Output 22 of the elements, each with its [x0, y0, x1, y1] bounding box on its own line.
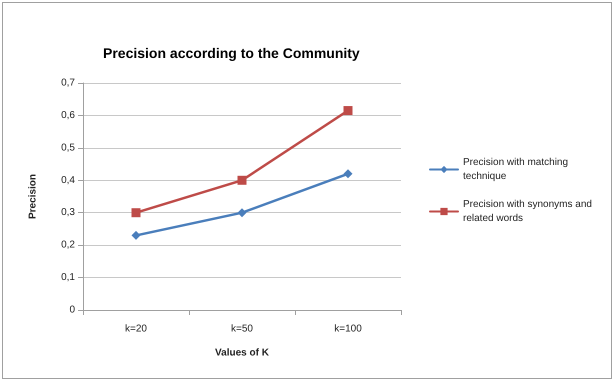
y-tick-label: 0,1: [61, 272, 76, 284]
y-tick-label: 0,3: [61, 207, 76, 218]
x-axis-title: Values of K: [215, 348, 270, 358]
legend-label: Precision with matching technique: [463, 157, 571, 182]
y-tick-label: 0: [69, 304, 76, 316]
point: [344, 169, 352, 178]
x-tick-label: k=100: [334, 324, 362, 334]
y-axis-title: Precision: [28, 174, 38, 220]
y-tick-label: 0,6: [61, 110, 76, 121]
chart-title: Precision according to the Community: [103, 45, 360, 61]
x-tick-label: k=20: [125, 324, 148, 334]
y-tick-label: 0,5: [61, 142, 76, 154]
y-tick-label: 0,4: [61, 174, 76, 186]
y-tick-label: 0,2: [61, 240, 76, 251]
y-tick-label: 0,7: [61, 78, 76, 88]
point: [238, 208, 246, 218]
point: [238, 176, 246, 185]
point: [132, 208, 140, 218]
point: [132, 230, 140, 240]
x-tick-label: k=50: [231, 324, 254, 334]
point: [344, 106, 352, 116]
legend-label: Precision with synonyms and related words: [463, 199, 595, 224]
